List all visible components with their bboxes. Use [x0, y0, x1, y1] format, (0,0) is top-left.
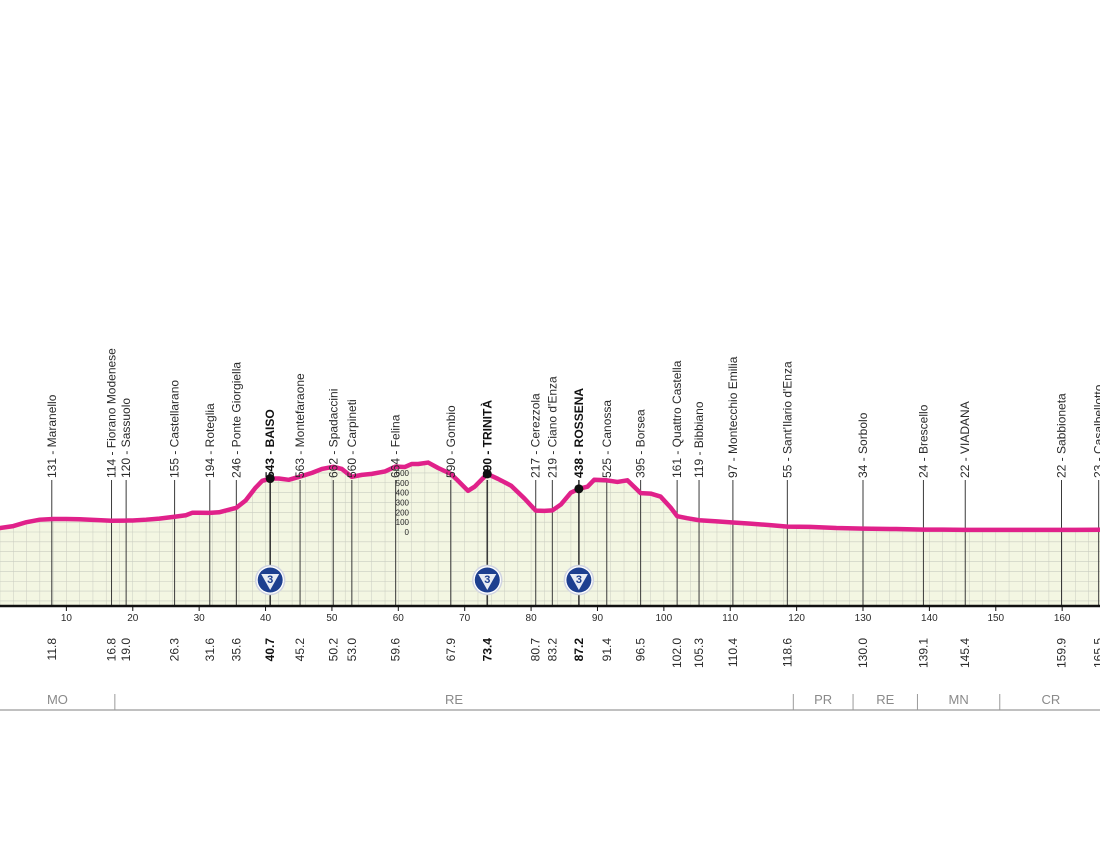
km-label: 45.2: [293, 638, 307, 662]
place-label: 22 - Sabbioneta: [1055, 393, 1069, 478]
place-label: 119 - Bibbiano: [692, 401, 706, 478]
y-tick-label: 500: [396, 479, 410, 488]
km-label: 11.8: [45, 638, 59, 661]
x-tick-label: 120: [788, 613, 805, 624]
km-label: 96.5: [634, 638, 648, 662]
place-label: 23 - Casalbellotto: [1092, 384, 1100, 478]
km-label: 159.9: [1055, 638, 1069, 668]
km-label: 130.0: [856, 638, 870, 668]
x-tick-label: 100: [656, 613, 673, 624]
x-tick-label: 150: [987, 613, 1004, 624]
province-label: MN: [948, 692, 968, 707]
province-label: RE: [445, 692, 463, 707]
x-tick-label: 60: [393, 613, 405, 624]
y-tick-label: 0: [405, 528, 410, 537]
km-label: 110.4: [726, 638, 740, 667]
profile-area-fill: [0, 462, 1100, 606]
climb-category-badge: 3: [472, 564, 503, 596]
place-label: 155 - Castellarano: [168, 380, 182, 478]
km-label: 26.3: [168, 638, 182, 662]
place-label: 662 - Spadaccini: [326, 389, 340, 478]
province-label: PR: [814, 692, 832, 707]
x-tick-label: 70: [459, 613, 471, 624]
climb-summit-dot: [482, 469, 492, 479]
place-label: 24 - Brescello: [916, 404, 930, 478]
province-label: MO: [47, 692, 68, 707]
climb-summit-dot: [574, 484, 584, 494]
km-label: 83.2: [545, 638, 559, 662]
place-label: 120 - Sassuolo: [119, 398, 133, 478]
place-label: 161 - Quattro Castella: [670, 360, 684, 478]
climb-category-badge: 3: [563, 564, 595, 596]
km-label: 40.7: [263, 638, 277, 662]
place-label: 438 - ROSSENA: [572, 388, 586, 478]
km-label: 139.1: [916, 638, 930, 668]
km-label: 16.8: [105, 638, 119, 662]
y-tick-label: 100: [396, 518, 410, 527]
y-tick-label: 400: [396, 489, 410, 498]
badge-category-label: 3: [576, 574, 582, 586]
km-label: 87.2: [572, 638, 586, 662]
x-tick-label: 90: [592, 613, 604, 624]
km-label: 31.6: [203, 638, 217, 662]
km-label: 80.7: [529, 638, 543, 662]
place-label: 563 - Montefaraone: [293, 373, 307, 478]
place-label: 114 - Fiorano Modenese: [105, 348, 119, 478]
profile-line: [0, 460, 1100, 533]
km-label: 91.4: [600, 638, 614, 662]
km-label: 165.5: [1092, 638, 1100, 668]
badge-triangle: [261, 574, 280, 590]
place-label: 543 - BAISO: [263, 409, 277, 478]
y-tick-label: 200: [396, 508, 410, 517]
x-tick-label: 40: [260, 613, 272, 624]
x-tick-label: 50: [326, 613, 338, 624]
km-label: 19.0: [119, 638, 133, 662]
x-tick-label: 130: [855, 613, 872, 624]
km-label: 50.2: [326, 638, 340, 662]
place-label: 590 - TRINITÀ: [479, 400, 494, 478]
place-label: 525 - Canossa: [600, 400, 614, 478]
x-tick-label: 140: [921, 613, 938, 624]
km-label: 67.9: [444, 638, 458, 662]
place-label: 217 - Cerezzola: [529, 393, 543, 478]
x-tick-label: 30: [194, 613, 206, 624]
km-label: 145.4: [958, 638, 972, 668]
badge-triangle: [478, 574, 497, 590]
badge-category-label: 3: [484, 574, 490, 586]
x-tick-label: 10: [61, 613, 73, 624]
km-label: 102.0: [670, 638, 684, 668]
y-tick-label: 600: [396, 469, 410, 478]
x-tick-label: 110: [722, 613, 738, 624]
climb-category-badge: 3: [254, 564, 286, 596]
badge-triangle: [569, 574, 588, 590]
place-label: 664 - Felina: [389, 414, 403, 478]
place-label: 131 - Maranello: [45, 394, 59, 478]
x-tick-label: 160: [1054, 613, 1071, 624]
x-tick-label: 20: [127, 613, 139, 624]
climb-summit-dot: [265, 474, 275, 484]
km-label: 53.0: [345, 638, 359, 662]
place-label: 34 - Sorbolo: [856, 412, 870, 478]
province-label: CR: [1041, 692, 1060, 707]
km-label: 73.4: [480, 638, 494, 662]
place-label: 194 - Roteglia: [203, 403, 217, 478]
place-label: 246 - Ponte Giorgiella: [229, 362, 243, 478]
place-label: 395 - Borsea: [634, 409, 648, 478]
km-label: 105.3: [692, 638, 706, 668]
place-label: 97 - Montecchio Emilia: [726, 356, 740, 478]
place-label: 22 - VIADANA: [958, 401, 972, 478]
place-label: 219 - Ciano d'Enza: [545, 376, 559, 478]
place-label: 590 - Gombio: [444, 405, 458, 478]
badge-category-label: 3: [267, 574, 273, 586]
x-tick-label: 80: [526, 613, 538, 624]
place-label: 560 - Carpineti: [345, 399, 359, 478]
place-label: 55 - Sant'Ilario d'Enza: [780, 361, 794, 478]
province-label: RE: [876, 692, 894, 707]
y-tick-label: 300: [396, 498, 410, 507]
km-label: 35.6: [229, 638, 243, 662]
km-label: 118.6: [780, 638, 794, 667]
km-label: 59.6: [389, 638, 403, 662]
